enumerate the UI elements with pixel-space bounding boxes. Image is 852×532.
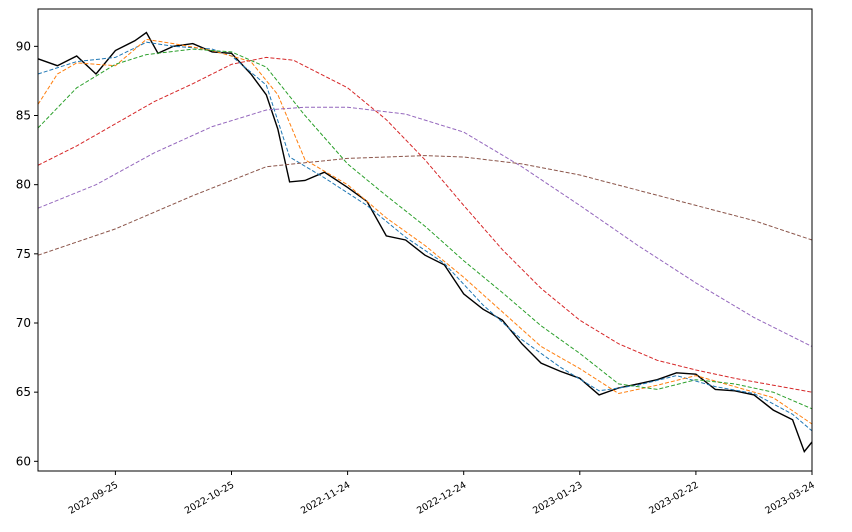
y-tick-label: 75: [16, 247, 31, 261]
series-line-0: [37, 31, 813, 454]
series-line-4: [37, 56, 813, 393]
series-line-1: [37, 41, 813, 432]
y-axis: 60 65 70 75 80 85 90: [16, 39, 38, 468]
x-tick-label: 2023-03-24: [763, 480, 816, 517]
plot-frame: [37, 8, 813, 472]
series-line-2: [37, 38, 813, 425]
series-line-3: [37, 48, 813, 410]
y-tick-label: 60: [16, 454, 31, 468]
x-tick-label: 2022-10-25: [183, 480, 236, 517]
series-line-6: [37, 155, 813, 256]
x-tick-label: 2022-09-25: [67, 480, 120, 517]
x-tick-label: 2022-12-24: [415, 480, 468, 517]
y-tick-label: 85: [16, 109, 31, 123]
x-tick-label: 2023-01-23: [531, 480, 584, 517]
x-tick-label: 2023-02-22: [647, 480, 700, 517]
x-tick-label: 2022-11-24: [299, 480, 352, 517]
y-tick-label: 70: [16, 316, 31, 330]
series-line-5: [37, 106, 813, 347]
y-tick-label: 65: [16, 385, 31, 399]
x-axis: 2022-09-25 2022-10-25 2022-11-24 2022-12-24…: [67, 471, 817, 517]
y-tick-label: 80: [16, 178, 31, 192]
y-tick-label: 90: [16, 39, 31, 53]
series-layer: [37, 31, 813, 454]
